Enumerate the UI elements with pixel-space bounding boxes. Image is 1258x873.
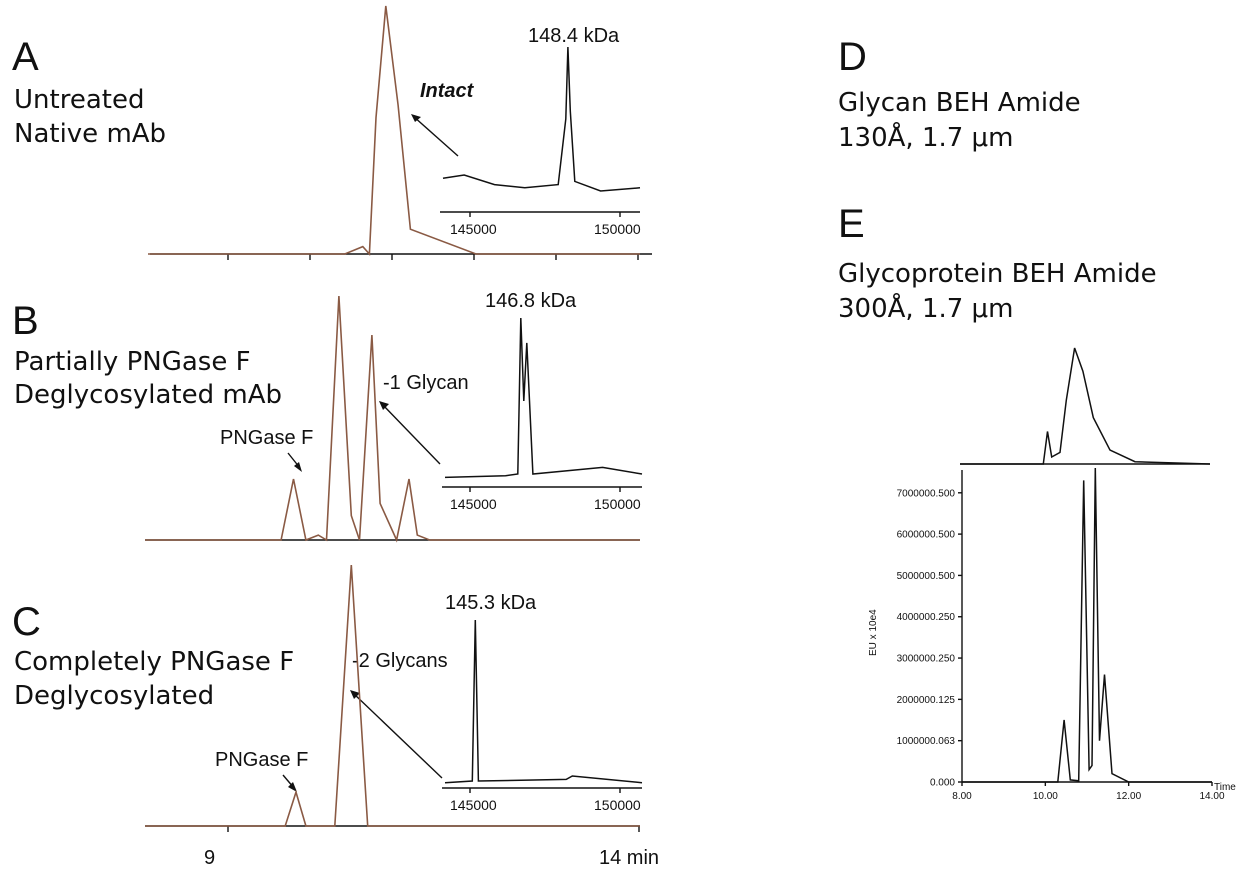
- panel-c-enzyme-arrow-head: [288, 782, 297, 792]
- panel-b-enzyme-arrow-head: [294, 462, 302, 472]
- panel-d: D Glycan BEH Amide 130Å, 1.7 μm: [838, 35, 1081, 153]
- panel-e-x-tick-label: 12.00: [1116, 791, 1141, 802]
- panel-a-mass-label: 148.4 kDa: [528, 25, 620, 47]
- time-axis-tick-start: 9: [204, 847, 215, 869]
- panel-b-glycan-label: -1 Glycan: [383, 372, 469, 394]
- panel-d-chart: [960, 347, 1211, 465]
- panel-e-y-tick-label: 6000000.500: [897, 530, 956, 541]
- panel-b-inset-tick-label-1: 145000: [450, 496, 497, 512]
- intact-arrow-line: [412, 115, 459, 157]
- panel-c: C Completely PNGase F Deglycosylated PNG…: [12, 564, 659, 869]
- panel-a-title-line2: Native mAb: [14, 119, 166, 149]
- panel-d-letter: D: [838, 35, 867, 79]
- panel-e-y-tick-label: 2000000.125: [897, 695, 956, 706]
- panel-a: A Untreated Native mAb Intact 148.4 kDa …: [12, 5, 652, 260]
- panel-e-y-tick-label: 4000000.250: [897, 612, 956, 623]
- panel-b-mass-label: 146.8 kDa: [485, 290, 577, 312]
- panel-a-inset-tick-label-2: 150000: [594, 221, 641, 237]
- panel-d-chromatogram-line: [960, 347, 1211, 465]
- panel-e-y-tick-label: 3000000.250: [897, 654, 956, 665]
- panel-a-chromatogram-line: [148, 5, 640, 256]
- panel-b-title-line2: Deglycosylated mAb: [14, 380, 282, 410]
- panel-e-y-tick-label: 1000000.063: [897, 736, 956, 747]
- panel-b-chromatogram-line: [145, 295, 640, 543]
- panel-e-title-line2: 300Å, 1.7 μm: [838, 292, 1013, 324]
- panel-e: E Glycoprotein BEH Amide 300Å, 1.7 μm: [838, 202, 1157, 324]
- panel-e-x-tick-label: 8.00: [952, 791, 972, 802]
- panel-c-inset-tick-label-1: 145000: [450, 797, 497, 813]
- panel-e-x-axis-label: Time: [1214, 782, 1236, 793]
- panel-c-letter: C: [12, 600, 41, 644]
- panel-e-x-tick-label: 14.00: [1199, 791, 1224, 802]
- panel-e-title-line1: Glycoprotein BEH Amide: [838, 259, 1157, 289]
- panel-b-letter: B: [12, 299, 39, 343]
- panel-e-y-tick-label: 7000000.500: [897, 488, 956, 499]
- panel-c-inset-tick-label-2: 150000: [594, 797, 641, 813]
- panel-c-title-line2: Deglycosylated: [14, 681, 214, 711]
- time-axis-tick-end: 14 min: [599, 847, 659, 869]
- panel-e-chart: 0.000 1000000.063 2000000.125 3000000.250 40…: [868, 467, 1236, 802]
- panel-c-chromatogram-line: [145, 564, 640, 827]
- panel-b-inset-tick-label-2: 150000: [594, 496, 641, 512]
- panel-b-enzyme-label: PNGase F: [220, 427, 313, 449]
- panel-d-title-line1: Glycan BEH Amide: [838, 88, 1081, 118]
- panel-b-title-line1: Partially PNGase F: [14, 347, 251, 377]
- panel-c-glycan-arrow-line: [352, 692, 443, 779]
- panel-e-y-tick-label: 5000000.500: [897, 571, 956, 582]
- panel-c-glycan-label: -2 Glycans: [352, 650, 448, 672]
- panel-e-chromatogram-line: [962, 467, 1212, 783]
- panel-a-spectrum-line: [442, 46, 641, 192]
- panel-c-enzyme-label: PNGase F: [215, 749, 308, 771]
- panel-c-spectrum-line: [444, 619, 643, 784]
- panel-c-glycan-arrow-head: [350, 690, 360, 699]
- panel-a-title-line1: Untreated: [14, 85, 144, 115]
- panel-e-x-ticks: 8.00 10.00 12.00 14.00: [952, 782, 1225, 802]
- panel-e-x-tick-label: 10.00: [1033, 791, 1058, 802]
- intact-label: Intact: [420, 80, 475, 102]
- panel-b-glycan-arrow-head: [379, 401, 389, 410]
- panel-c-title-line1: Completely PNGase F: [14, 647, 294, 677]
- panel-a-inset-tick-label-1: 145000: [450, 221, 497, 237]
- panel-e-y-ticks: 0.000 1000000.063 2000000.125 3000000.250 40…: [897, 488, 962, 789]
- panel-b-glycan-arrow-line: [381, 403, 441, 465]
- intact-arrow-head: [411, 114, 421, 122]
- panel-c-mass-label: 145.3 kDa: [445, 592, 537, 614]
- panel-e-y-axis-label: EU x 10e4: [868, 609, 879, 656]
- panel-b: B Partially PNGase F Deglycosylated mAb …: [12, 290, 643, 543]
- panel-e-y-tick-label: 0.000: [930, 778, 955, 789]
- panel-d-title-line2: 130Å, 1.7 μm: [838, 121, 1013, 153]
- panel-e-letter: E: [838, 202, 865, 246]
- panel-a-letter: A: [12, 35, 39, 79]
- panel-b-spectrum-line: [444, 317, 643, 479]
